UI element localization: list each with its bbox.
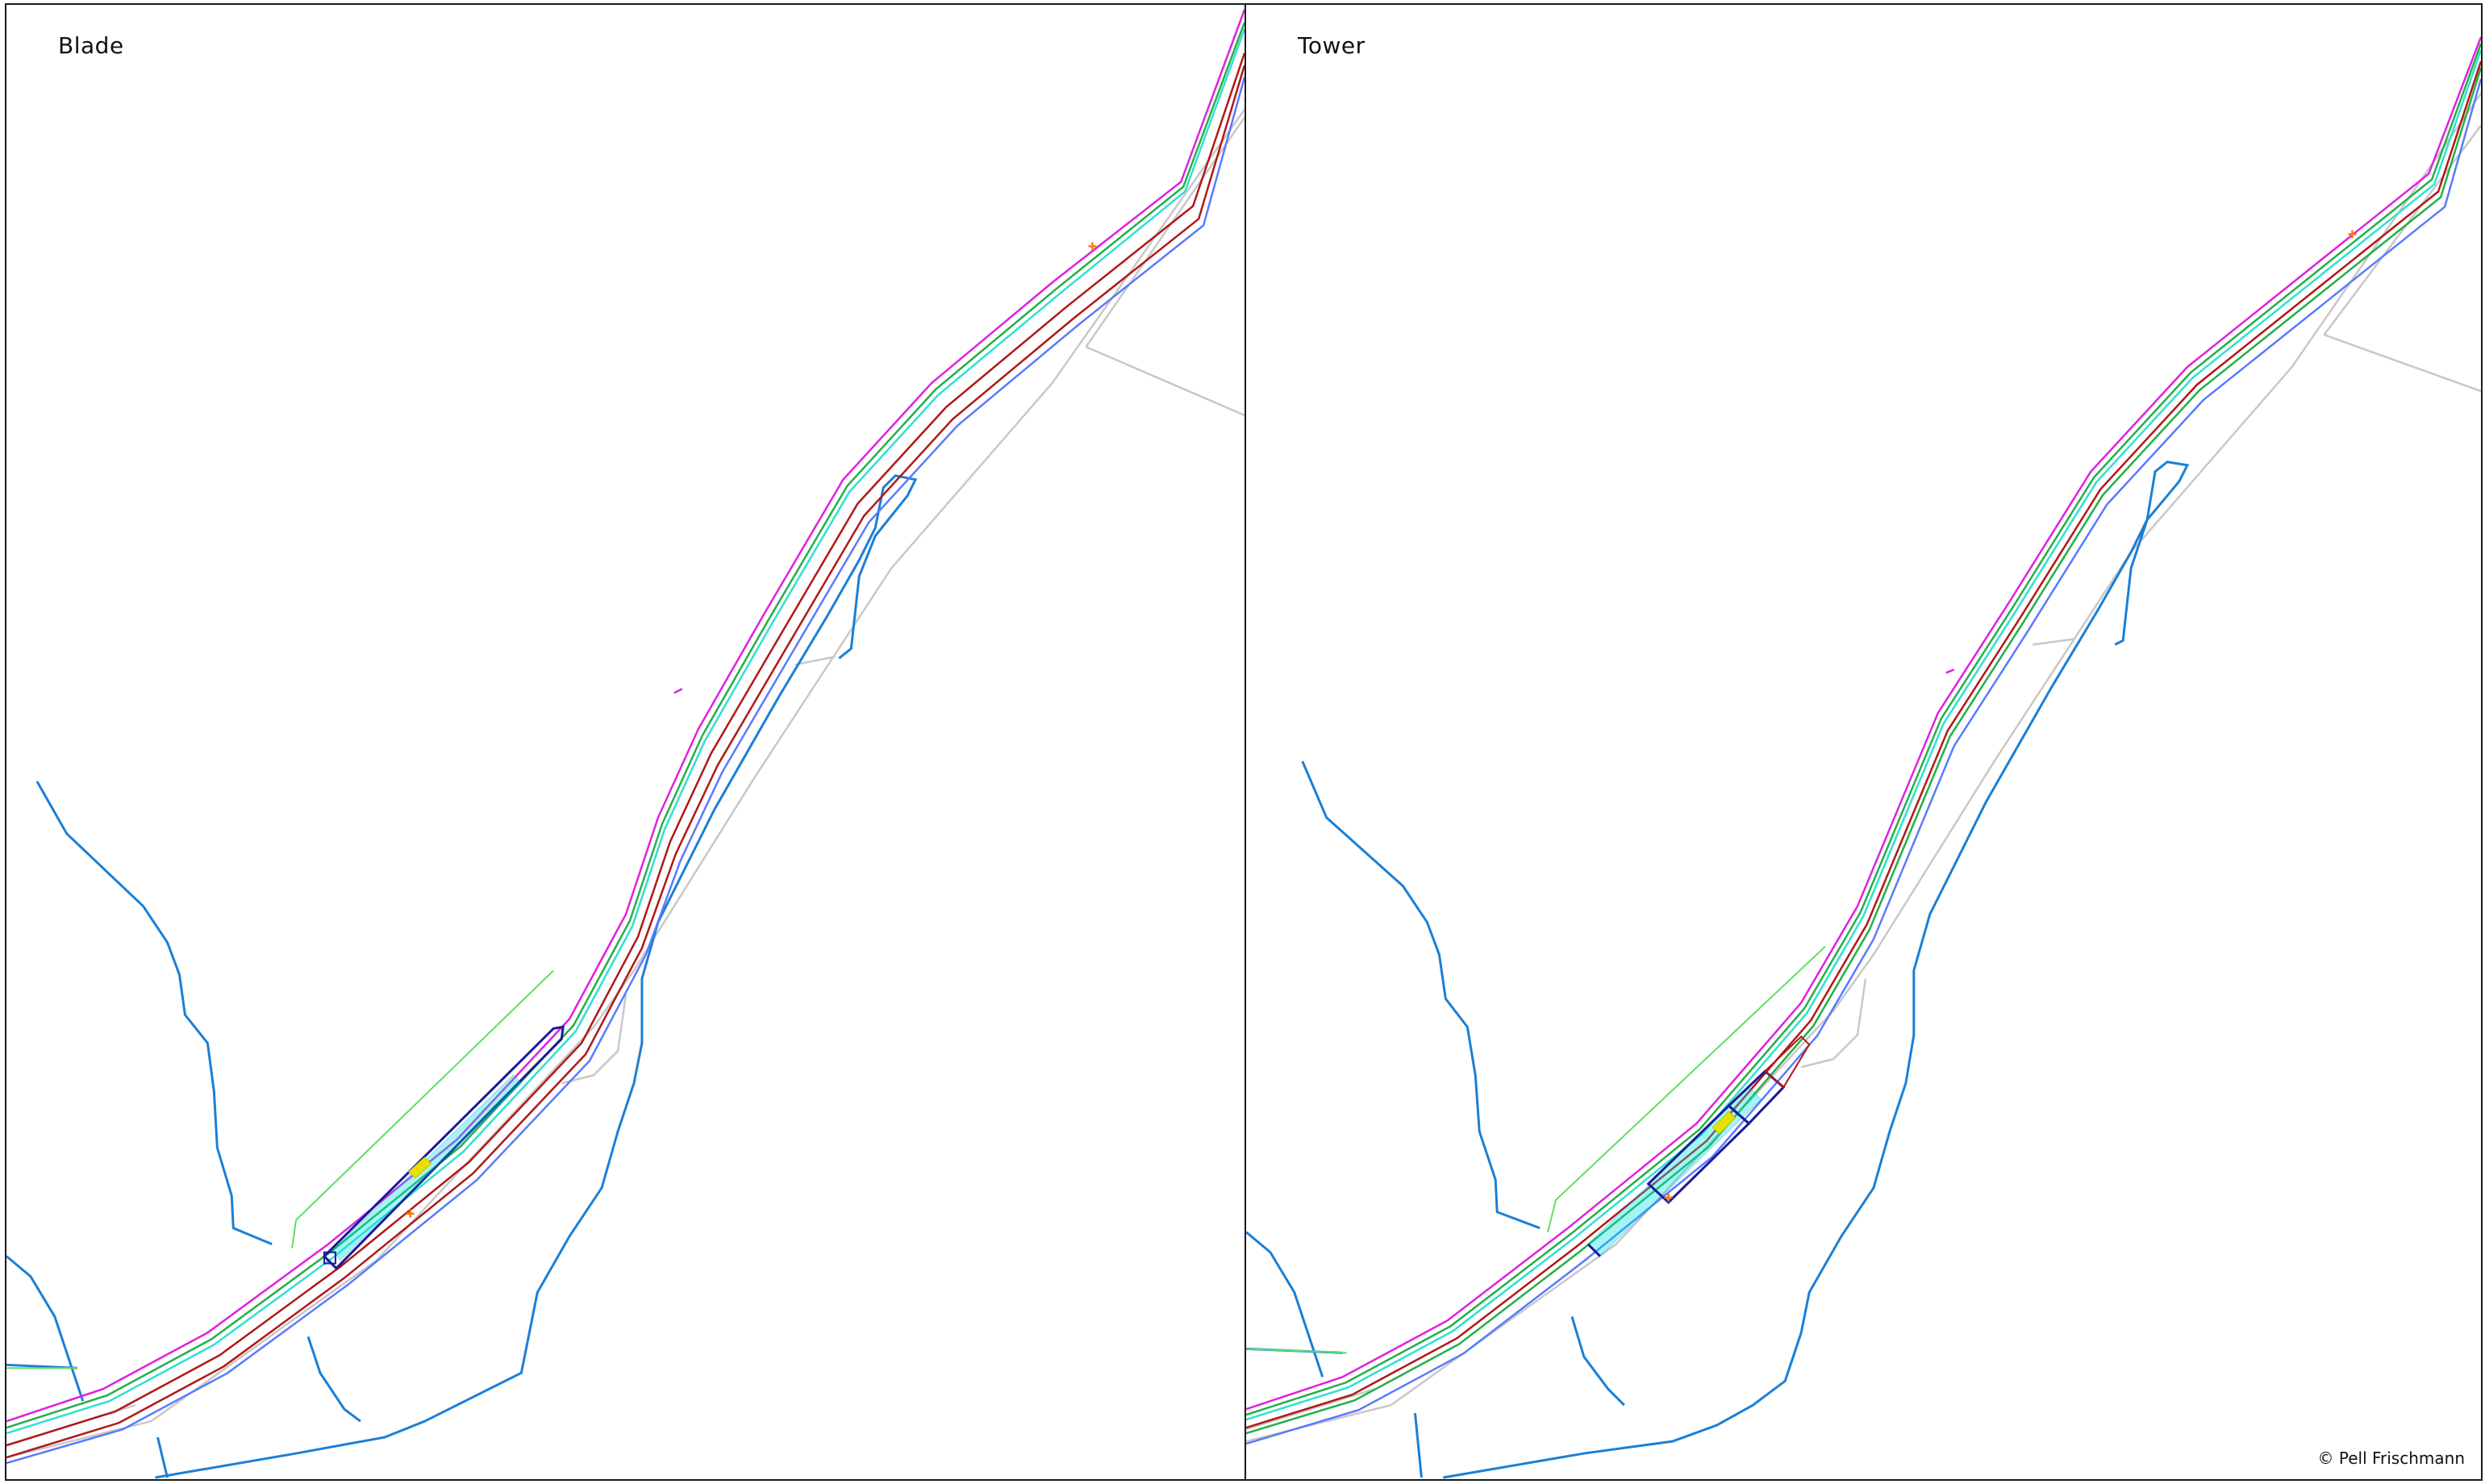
road-corridor xyxy=(1246,36,2481,1445)
panel-title-tower: Tower xyxy=(1298,32,1365,59)
survey-markers xyxy=(1664,230,2357,1202)
watercourses xyxy=(6,474,918,1479)
tower-drawing xyxy=(1246,36,2481,1479)
tower-panel: Tower © Pell Frischmann xyxy=(1245,3,2483,1481)
grey-boundary-lines xyxy=(6,108,1245,1459)
laydown-area xyxy=(322,1025,565,1270)
copyright-notice: © Pell Frischmann xyxy=(2317,1449,2466,1468)
survey-markers xyxy=(406,242,1097,1218)
road-corridor xyxy=(6,9,1245,1465)
laydown-area xyxy=(1586,1035,1811,1257)
watercourses xyxy=(1246,461,2190,1479)
blade-drawing xyxy=(6,9,1245,1479)
green-fence-lines xyxy=(1246,945,1826,1354)
blade-panel: Blade xyxy=(5,3,1246,1481)
panel-title-blade: Blade xyxy=(58,32,124,59)
green-fence-lines xyxy=(6,969,554,1369)
